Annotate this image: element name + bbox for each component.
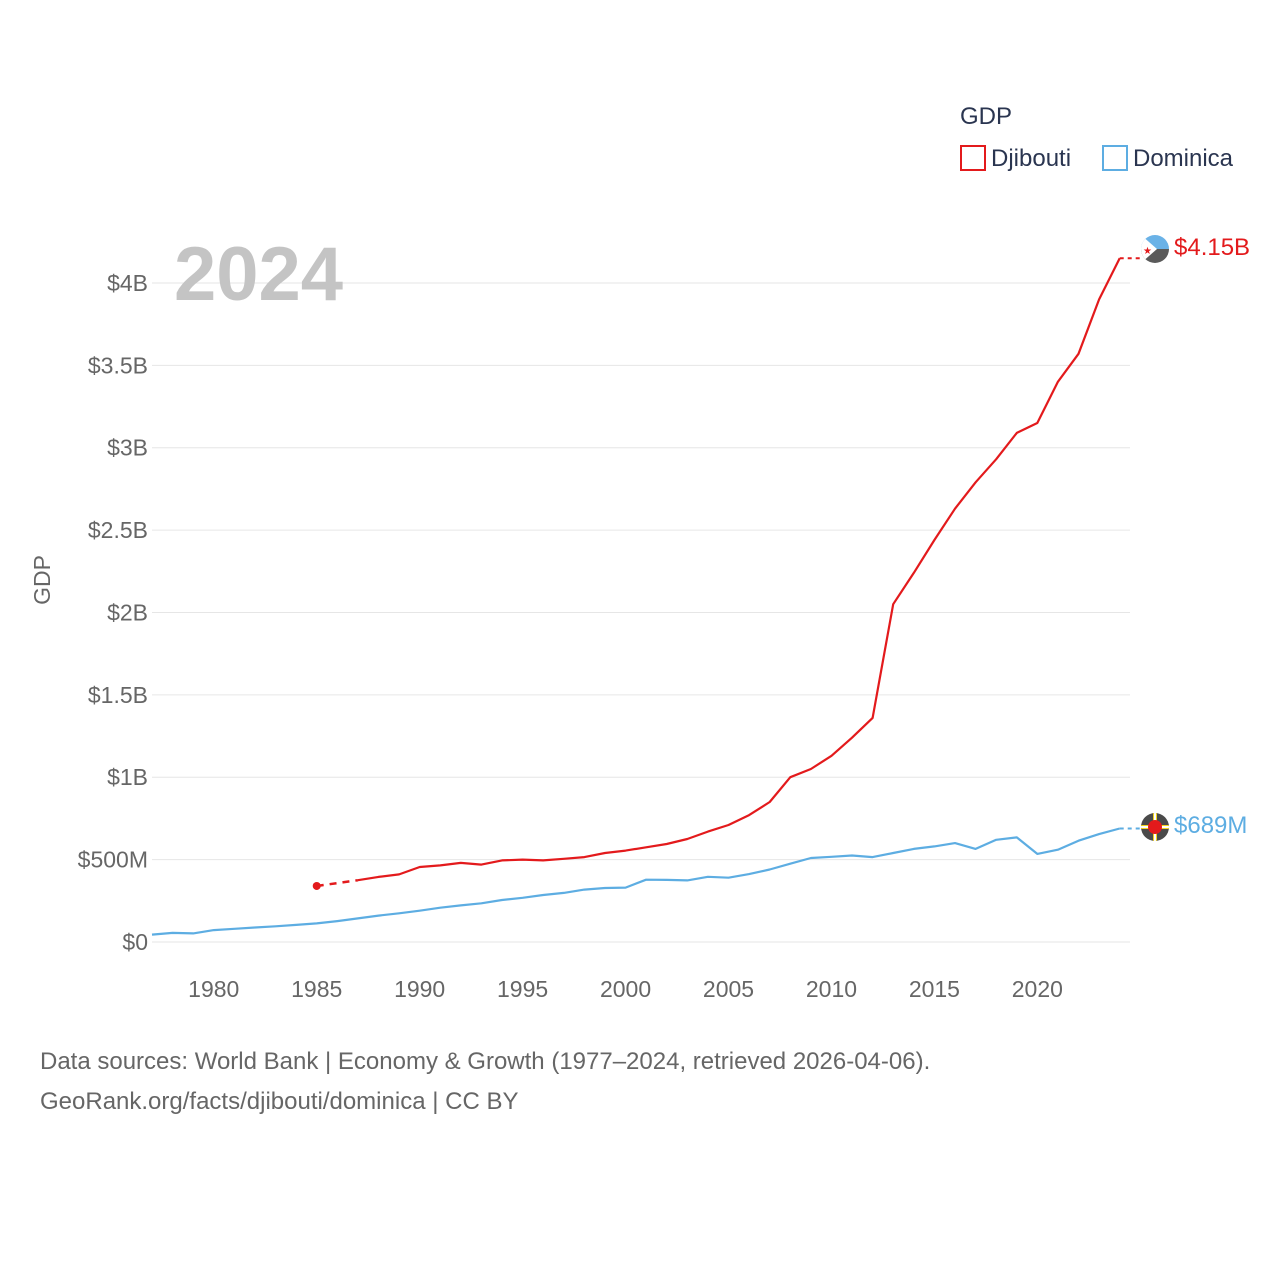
- end-value-label-djibouti: $4.15B: [1174, 234, 1250, 261]
- y-tick-label-1: $500M: [78, 847, 148, 873]
- series-line-djibouti[interactable]: [357, 257, 1121, 882]
- end-value-label-dominica: $689M: [1174, 812, 1247, 839]
- dominica-flag-icon: [1141, 813, 1169, 841]
- y-tick-label-8: $4B: [107, 270, 148, 296]
- x-tick-label-1990: 1990: [394, 976, 445, 1002]
- gridlines: [152, 282, 1130, 943]
- x-tick-label-1985: 1985: [291, 976, 342, 1002]
- x-tick-label-2015: 2015: [909, 976, 960, 1002]
- legend-swatch-djibouti: [960, 145, 986, 171]
- y-axis-title: GDP: [29, 555, 55, 605]
- y-tick-label-2: $1B: [107, 764, 148, 790]
- x-axis-ticks: 1980 1985 1990 1995 2000 2005 2010 2015 2020: [188, 976, 1063, 1002]
- y-tick-label-7: $3.5B: [88, 352, 148, 378]
- y-tick-label-3: $1.5B: [88, 682, 148, 708]
- x-tick-label-2005: 2005: [703, 976, 754, 1002]
- series-line-dominica[interactable]: [151, 827, 1120, 936]
- y-axis-ticks: $0 $500M $1B $1.5B $2B $2.5B $3B $3.5B $4B: [78, 270, 148, 955]
- series-lines: [151, 257, 1141, 936]
- footer-credits: Data sources: World Bank | Economy & Gro…: [40, 1042, 930, 1122]
- y-tick-label-0: $0: [122, 929, 148, 955]
- footer-data-sources: Data sources: World Bank | Economy & Gro…: [40, 1048, 931, 1075]
- djibouti-flag-icon: ★: [1141, 235, 1169, 263]
- y-tick-label-4: $2B: [107, 599, 148, 625]
- legend: GDP Djibouti Dominica: [960, 103, 1234, 172]
- legend-label-djibouti: Djibouti: [991, 145, 1071, 172]
- legend-swatch-dominica: [1102, 145, 1128, 171]
- legend-title: GDP: [960, 103, 1012, 130]
- y-tick-label-6: $3B: [107, 435, 148, 461]
- legend-item-dominica[interactable]: Dominica: [1102, 145, 1234, 172]
- svg-text:★: ★: [1143, 246, 1152, 257]
- x-tick-label-2020: 2020: [1012, 976, 1063, 1002]
- gdp-line-chart: $0$500M$1B$1.5B$2B$2.5B$3B$3.5B$4B 1980 1…: [29, 103, 1250, 1002]
- x-tick-label-2000: 2000: [600, 976, 651, 1002]
- current-year-label: 2024: [174, 232, 343, 317]
- series-start-point-djibouti: [312, 881, 321, 890]
- y-tick-label-5: $2.5B: [88, 517, 148, 543]
- footer-attribution[interactable]: GeoRank.org/facts/djibouti/dominica | CC…: [40, 1088, 519, 1115]
- series-gap-djibouti: [316, 878, 359, 888]
- x-tick-label-2010: 2010: [806, 976, 857, 1002]
- legend-label-dominica: Dominica: [1133, 145, 1234, 172]
- legend-item-djibouti[interactable]: Djibouti: [960, 145, 1071, 172]
- x-tick-label-1980: 1980: [188, 976, 239, 1002]
- x-tick-label-1995: 1995: [497, 976, 548, 1002]
